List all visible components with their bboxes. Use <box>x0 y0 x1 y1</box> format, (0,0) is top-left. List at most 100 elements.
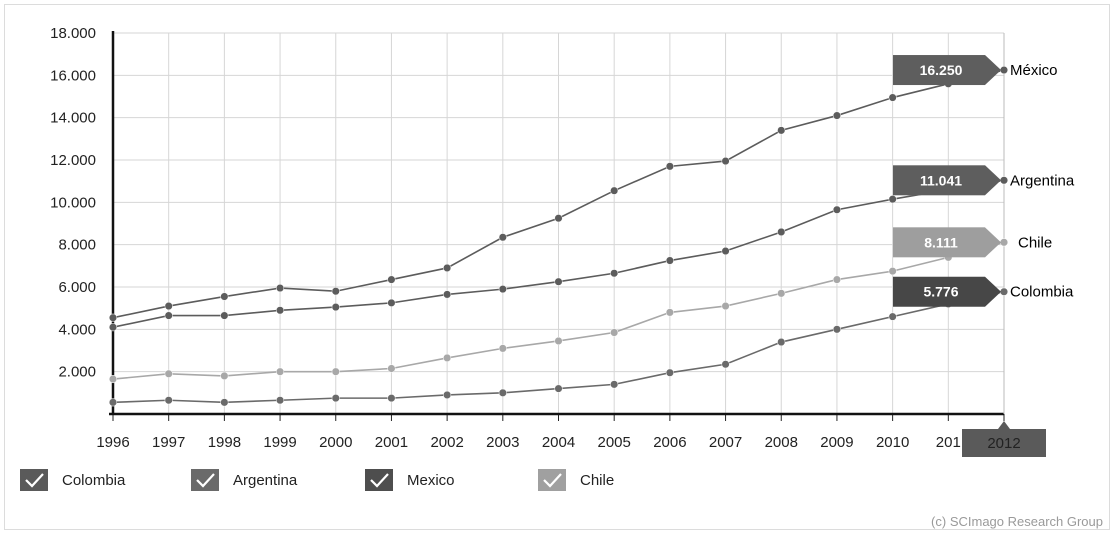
check-icon <box>370 473 389 488</box>
end-point-marker <box>1000 288 1008 295</box>
data-point <box>498 233 507 242</box>
data-point <box>498 388 507 397</box>
value-callout-label: 11.041 <box>920 172 962 188</box>
data-point <box>888 93 897 102</box>
legend-checkbox-icon <box>365 469 393 491</box>
data-point <box>610 269 619 278</box>
data-point <box>832 275 841 284</box>
credit-text: (c) SCImago Research Group <box>931 514 1103 529</box>
y-tick-label: 16.000 <box>50 67 96 84</box>
data-point <box>108 375 118 384</box>
y-tick-label: 4.000 <box>58 321 96 338</box>
data-point <box>276 306 285 315</box>
data-point <box>777 289 786 298</box>
data-point <box>832 205 841 214</box>
data-point <box>665 162 674 171</box>
legend-checkbox-icon <box>191 469 219 491</box>
end-point-marker <box>1000 66 1008 74</box>
legend-item-colombia[interactable]: Colombia <box>20 469 126 491</box>
data-point <box>721 157 730 166</box>
check-icon <box>543 473 562 488</box>
x-highlight-pointer <box>998 421 1010 429</box>
data-point <box>331 394 340 403</box>
series-end-label: Colombia <box>1010 284 1074 301</box>
end-value-callouts: 16.250 México 11.041 Argentina 8.111 Chile 5.7… <box>893 55 1075 307</box>
value-callout-box <box>893 165 985 196</box>
series-end-label: México <box>1010 62 1058 79</box>
data-point <box>443 353 452 362</box>
legend-checkbox-icon <box>538 469 566 491</box>
x-tick-label: 2002 <box>430 434 463 451</box>
x-highlight-box <box>962 429 1046 457</box>
legend-label: Colombia <box>62 472 126 489</box>
y-tick-label: 14.000 <box>50 110 96 127</box>
data-point <box>554 277 563 286</box>
data-point <box>387 275 396 284</box>
y-tick-labels: 2.000 4.000 6.000 8.000 10.000 12.000 14.000 16… <box>50 25 96 381</box>
data-point <box>164 311 173 320</box>
data-point <box>832 111 841 120</box>
data-point <box>387 298 396 307</box>
value-callout-pointer <box>985 276 1001 307</box>
x-tick-labels: 1996 1997 1998 1999 2000 2001 2002 2003 2004 2005… <box>96 421 1046 457</box>
x-tick-label: 2007 <box>709 434 742 451</box>
data-point <box>888 267 897 276</box>
data-point <box>498 344 507 353</box>
legend-checkbox-icon <box>20 469 48 491</box>
legend-item-chile[interactable]: Chile <box>538 469 614 491</box>
data-point <box>665 368 674 377</box>
x-tick-label: 1996 <box>96 434 129 451</box>
y-tick-label: 8.000 <box>58 237 96 254</box>
data-point <box>331 303 340 312</box>
series-end-label: Argentina <box>1010 172 1075 189</box>
legend-item-argentina[interactable]: Argentina <box>191 469 298 491</box>
data-point <box>220 311 229 320</box>
y-tick-label: 12.000 <box>50 152 96 169</box>
value-callout-pointer <box>985 227 1001 258</box>
x-tick-label: 2005 <box>598 434 631 451</box>
x-tick-label: 2004 <box>542 434 575 451</box>
value-callout-box <box>893 55 985 86</box>
grid <box>112 32 1005 414</box>
data-point <box>108 313 118 322</box>
data-point <box>554 336 563 346</box>
data-point <box>443 390 452 400</box>
legend-item-mexico[interactable]: Mexico <box>365 469 455 491</box>
data-point <box>276 396 285 405</box>
data-point <box>276 284 285 293</box>
axes <box>109 31 1005 421</box>
data-point <box>164 396 173 405</box>
value-callout-label: 8.111 <box>924 234 958 250</box>
value-callout-pointer <box>985 165 1001 196</box>
data-point <box>108 398 118 407</box>
data-point <box>888 312 897 321</box>
value-callout-label: 5.776 <box>923 284 958 300</box>
data-point <box>108 323 118 332</box>
data-point <box>443 290 452 299</box>
x-tick-label: 1999 <box>263 434 296 451</box>
data-point <box>164 369 173 378</box>
chart-frame <box>4 4 1110 530</box>
y-tick-label: 18.000 <box>50 25 96 42</box>
y-tick-label: 6.000 <box>58 279 96 296</box>
data-point <box>554 384 563 393</box>
data-point <box>164 302 173 311</box>
x-tick-label: 2009 <box>820 434 853 451</box>
x-tick-label: 1998 <box>208 434 241 451</box>
x-tick-label: 201 <box>936 434 961 451</box>
data-point <box>777 337 786 347</box>
series-end-label: Chile <box>1018 234 1052 251</box>
x-tick-label-highlighted: 2012 <box>987 435 1020 452</box>
data-point <box>554 214 563 223</box>
x-tick-label: 2006 <box>653 434 686 451</box>
data-point <box>610 186 619 195</box>
data-point <box>220 292 229 301</box>
data-point <box>665 256 674 265</box>
value-callout-pointer <box>985 55 1001 86</box>
data-point <box>832 325 841 334</box>
data-point <box>220 398 229 407</box>
data-point <box>220 371 229 380</box>
x-tick-label: 2008 <box>765 434 798 451</box>
x-tick-label: 2010 <box>876 434 909 451</box>
